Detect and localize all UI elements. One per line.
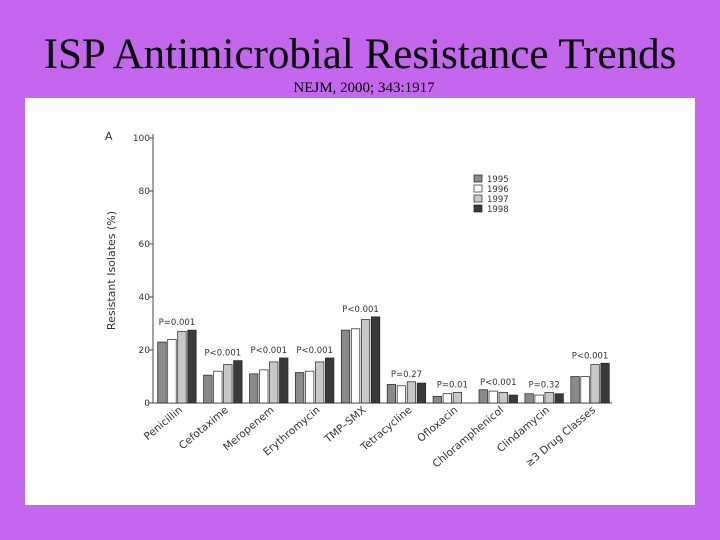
- bar: [177, 331, 187, 404]
- bar: [524, 393, 534, 404]
- y-tick-label: 20: [139, 346, 151, 356]
- resistance-bar-chart: 0 20 40 60 80 100 A Resistant Isolates (%) P=0.0…: [105, 130, 612, 470]
- bar: [580, 376, 590, 404]
- bar: [295, 372, 305, 404]
- legend-swatch: [473, 174, 483, 183]
- bar: [279, 357, 289, 404]
- bar: [478, 389, 488, 404]
- bar: [167, 339, 177, 404]
- p-value-annotation: P<0.001: [480, 378, 517, 388]
- bar: [213, 370, 223, 404]
- bar: [442, 393, 452, 404]
- y-axis-title: Resistant Isolates (%): [105, 211, 118, 330]
- x-tick-label: Ofloxacin: [415, 404, 460, 445]
- p-value-annotation: P=0.01: [437, 380, 468, 390]
- y-tick-label: 0: [144, 399, 150, 409]
- bar: [340, 329, 351, 404]
- chart-panel: 0 20 40 60 80 100 A Resistant Isolates (%) P=0.0…: [25, 98, 695, 505]
- y-tick-label: 80: [139, 187, 151, 197]
- p-value-annotation: P=0.32: [529, 380, 560, 390]
- legend-label: 1996: [487, 185, 509, 195]
- bar: [600, 362, 610, 404]
- p-value-annotation: P<0.001: [296, 346, 333, 356]
- legend-swatch: [473, 184, 483, 193]
- bar: [544, 392, 554, 404]
- p-value-annotation: P<0.001: [572, 351, 609, 361]
- bar: [452, 392, 462, 404]
- x-tick-label: Penicillin: [142, 404, 185, 443]
- slide-title: ISP Antimicrobial Resistance Trends: [43, 31, 677, 78]
- bar: [315, 361, 325, 404]
- bar: [416, 382, 427, 404]
- p-value-annotation: P<0.001: [250, 346, 287, 356]
- bar: [305, 370, 315, 404]
- bar: [498, 392, 508, 404]
- bar: [370, 316, 381, 404]
- panel-label: A: [105, 130, 113, 143]
- bar: [360, 319, 371, 404]
- bar: [406, 381, 417, 404]
- bar: [534, 394, 544, 404]
- bar: [570, 376, 580, 404]
- bar: [350, 328, 361, 404]
- x-tick-label: TMP–SMX: [322, 404, 369, 446]
- bar: [249, 373, 259, 404]
- p-value-annotation: P=0.27: [391, 370, 422, 380]
- p-value-annotation: P=0.001: [159, 318, 196, 328]
- bar: [233, 360, 243, 404]
- bar: [269, 361, 279, 404]
- bar: [386, 384, 397, 404]
- bar: [396, 385, 407, 404]
- bar: [203, 374, 213, 404]
- legend-swatch: [473, 204, 483, 213]
- p-value-annotation: P<0.001: [205, 349, 242, 359]
- p-value-annotation: P<0.001: [342, 305, 379, 315]
- y-tick-label: 100: [133, 134, 150, 144]
- citation: NEJM, 2000; 343:1917: [293, 80, 435, 96]
- bar: [325, 357, 335, 404]
- bar: [554, 393, 564, 404]
- legend-swatch: [473, 194, 483, 203]
- legend-label: 1998: [487, 205, 509, 215]
- bar: [590, 364, 600, 404]
- legend-label: 1995: [487, 175, 509, 185]
- legend-label: 1997: [487, 195, 509, 205]
- bar: [157, 341, 167, 404]
- bar: [187, 329, 197, 404]
- bar: [508, 394, 518, 404]
- bar: [223, 364, 233, 404]
- y-tick-label: 40: [139, 293, 151, 303]
- bar: [259, 369, 269, 404]
- y-tick-label: 60: [139, 240, 151, 250]
- bar: [488, 390, 498, 404]
- bar: [432, 396, 442, 404]
